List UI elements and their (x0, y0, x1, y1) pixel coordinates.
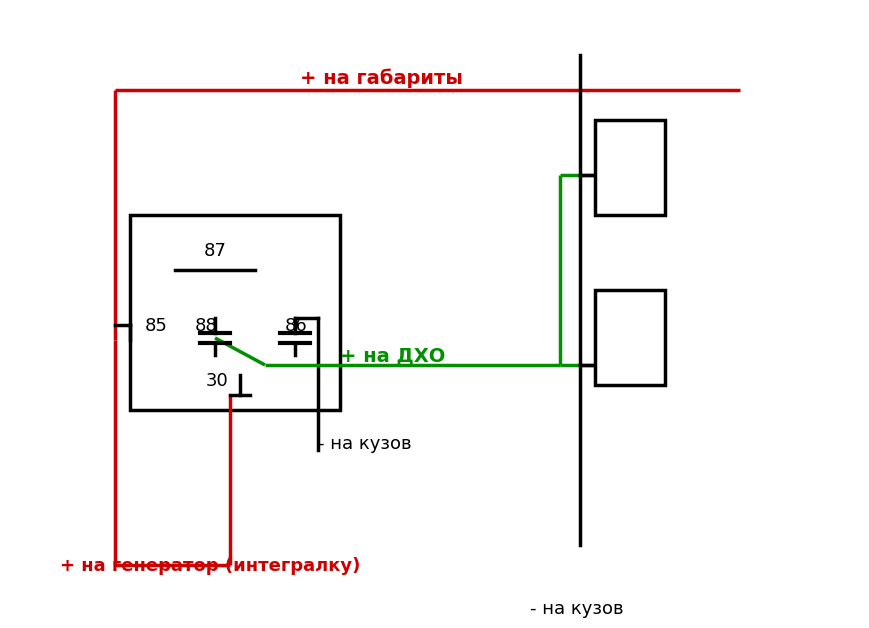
Text: + на ДХО: + на ДХО (340, 346, 445, 365)
Text: + на генератор (интегралку): + на генератор (интегралку) (60, 557, 360, 575)
Text: 85: 85 (145, 317, 168, 335)
Bar (594, 290, 664, 385)
Text: + на габариты: + на габариты (300, 68, 462, 88)
Text: 30: 30 (205, 372, 228, 390)
Bar (594, 120, 664, 215)
Text: 86: 86 (285, 317, 308, 335)
Text: 87: 87 (203, 242, 226, 260)
Text: - на кузов: - на кузов (318, 435, 411, 453)
Text: - на кузов: - на кузов (529, 600, 623, 618)
Text: 88: 88 (195, 317, 217, 335)
Bar (129, 215, 340, 410)
